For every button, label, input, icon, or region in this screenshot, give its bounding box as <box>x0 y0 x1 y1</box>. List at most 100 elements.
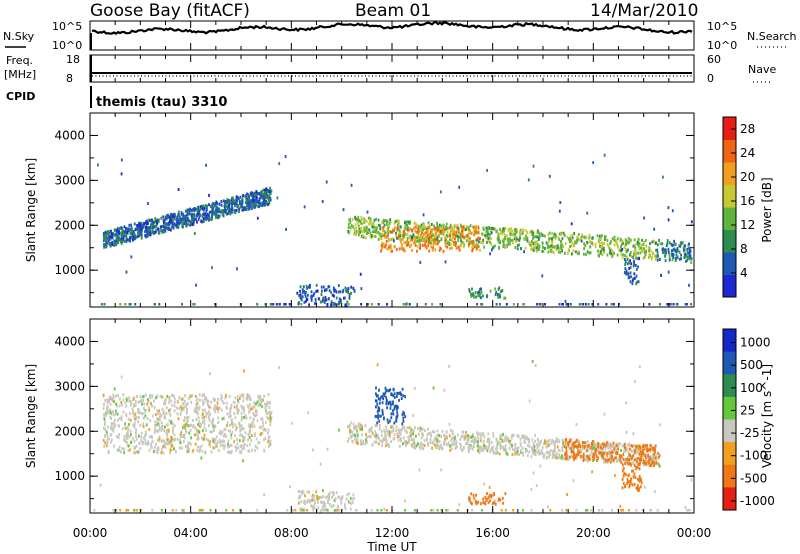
data-cell <box>189 223 191 227</box>
data-cell <box>381 401 384 405</box>
data-cell <box>653 455 656 459</box>
data-cell <box>183 222 186 226</box>
data-cell <box>244 431 247 435</box>
data-cell <box>169 451 172 455</box>
data-cell <box>475 225 477 229</box>
data-cell <box>236 411 239 415</box>
data-cell <box>333 294 335 298</box>
data-cell <box>663 248 666 252</box>
data-cell <box>413 441 416 445</box>
data-cell <box>581 444 584 448</box>
data-cell <box>149 396 151 400</box>
data-cell <box>192 424 195 428</box>
data-cell <box>689 249 692 253</box>
data-cell <box>198 421 201 425</box>
data-cell <box>227 439 230 443</box>
data-cell <box>127 433 130 437</box>
data-cell <box>133 421 136 425</box>
data-cell <box>505 437 508 441</box>
data-cell <box>251 203 253 207</box>
data-cell <box>212 424 215 428</box>
data-cell <box>686 258 688 262</box>
data-cell <box>131 229 133 233</box>
data-cell <box>386 431 389 435</box>
data-cell <box>408 434 411 438</box>
data-cell <box>434 435 437 439</box>
data-cell <box>386 428 388 432</box>
data-cell <box>593 455 595 459</box>
data-cell <box>144 410 147 414</box>
data-cell <box>142 225 145 229</box>
data-cell <box>131 238 134 242</box>
data-cell <box>379 224 382 228</box>
data-cell <box>114 409 117 413</box>
data-cell <box>378 419 381 423</box>
data-cell <box>460 243 462 247</box>
data-cell <box>214 398 216 402</box>
data-cell <box>588 233 591 237</box>
data-cell <box>145 228 147 232</box>
data-cell <box>153 406 156 410</box>
data-cell <box>418 445 421 449</box>
data-cell <box>418 240 421 244</box>
data-cell <box>632 432 635 436</box>
noise-panel: N.Sky 10^5 10^0 10^5 10^0 N.Search <box>3 20 797 52</box>
data-cell <box>486 168 488 172</box>
data-cell <box>637 462 640 466</box>
data-cell <box>173 409 176 413</box>
data-cell <box>172 226 175 230</box>
data-cell <box>257 399 260 403</box>
data-cell <box>641 453 644 457</box>
data-cell <box>201 436 203 440</box>
data-cell <box>309 285 311 289</box>
data-cell <box>251 448 253 452</box>
data-cell <box>141 412 144 416</box>
data-cell <box>610 454 612 458</box>
data-cell <box>426 437 428 441</box>
data-cell <box>235 201 237 205</box>
data-cell <box>252 418 255 422</box>
data-cell <box>377 218 380 222</box>
data-cell <box>406 441 409 445</box>
data-cell <box>276 196 279 200</box>
data-cell <box>184 209 187 213</box>
data-cell <box>208 214 211 218</box>
data-cell <box>265 194 268 198</box>
data-cell <box>484 501 486 505</box>
data-cell <box>587 444 589 448</box>
data-cell <box>124 232 126 236</box>
data-cell <box>195 432 198 436</box>
data-cell <box>362 230 365 233</box>
data-cell <box>154 427 156 431</box>
data-cell <box>600 246 603 250</box>
data-cell <box>408 221 411 225</box>
data-cell <box>611 454 613 458</box>
data-cell <box>547 250 550 254</box>
data-cell <box>247 438 249 442</box>
data-cell <box>614 445 617 449</box>
data-cell <box>644 456 647 460</box>
data-cell <box>431 248 434 252</box>
data-cell <box>445 239 447 242</box>
data-cell <box>516 244 519 247</box>
data-cell <box>495 303 498 306</box>
data-cell <box>153 303 156 306</box>
data-cell <box>218 431 221 435</box>
data-cell <box>458 244 461 248</box>
data-cell <box>217 421 220 424</box>
data-cell <box>200 509 203 512</box>
data-cell <box>437 235 439 239</box>
data-cell <box>126 425 129 429</box>
data-cell <box>228 199 231 203</box>
data-cell <box>380 509 383 512</box>
data-cell <box>468 434 471 438</box>
data-cell <box>537 243 539 247</box>
data-cell <box>183 219 185 223</box>
data-cell <box>320 285 323 289</box>
data-cell <box>640 454 643 458</box>
data-cell <box>292 509 295 512</box>
data-cell <box>106 411 109 415</box>
data-cell <box>137 420 140 424</box>
data-cell <box>223 428 226 432</box>
data-cell <box>411 229 414 233</box>
